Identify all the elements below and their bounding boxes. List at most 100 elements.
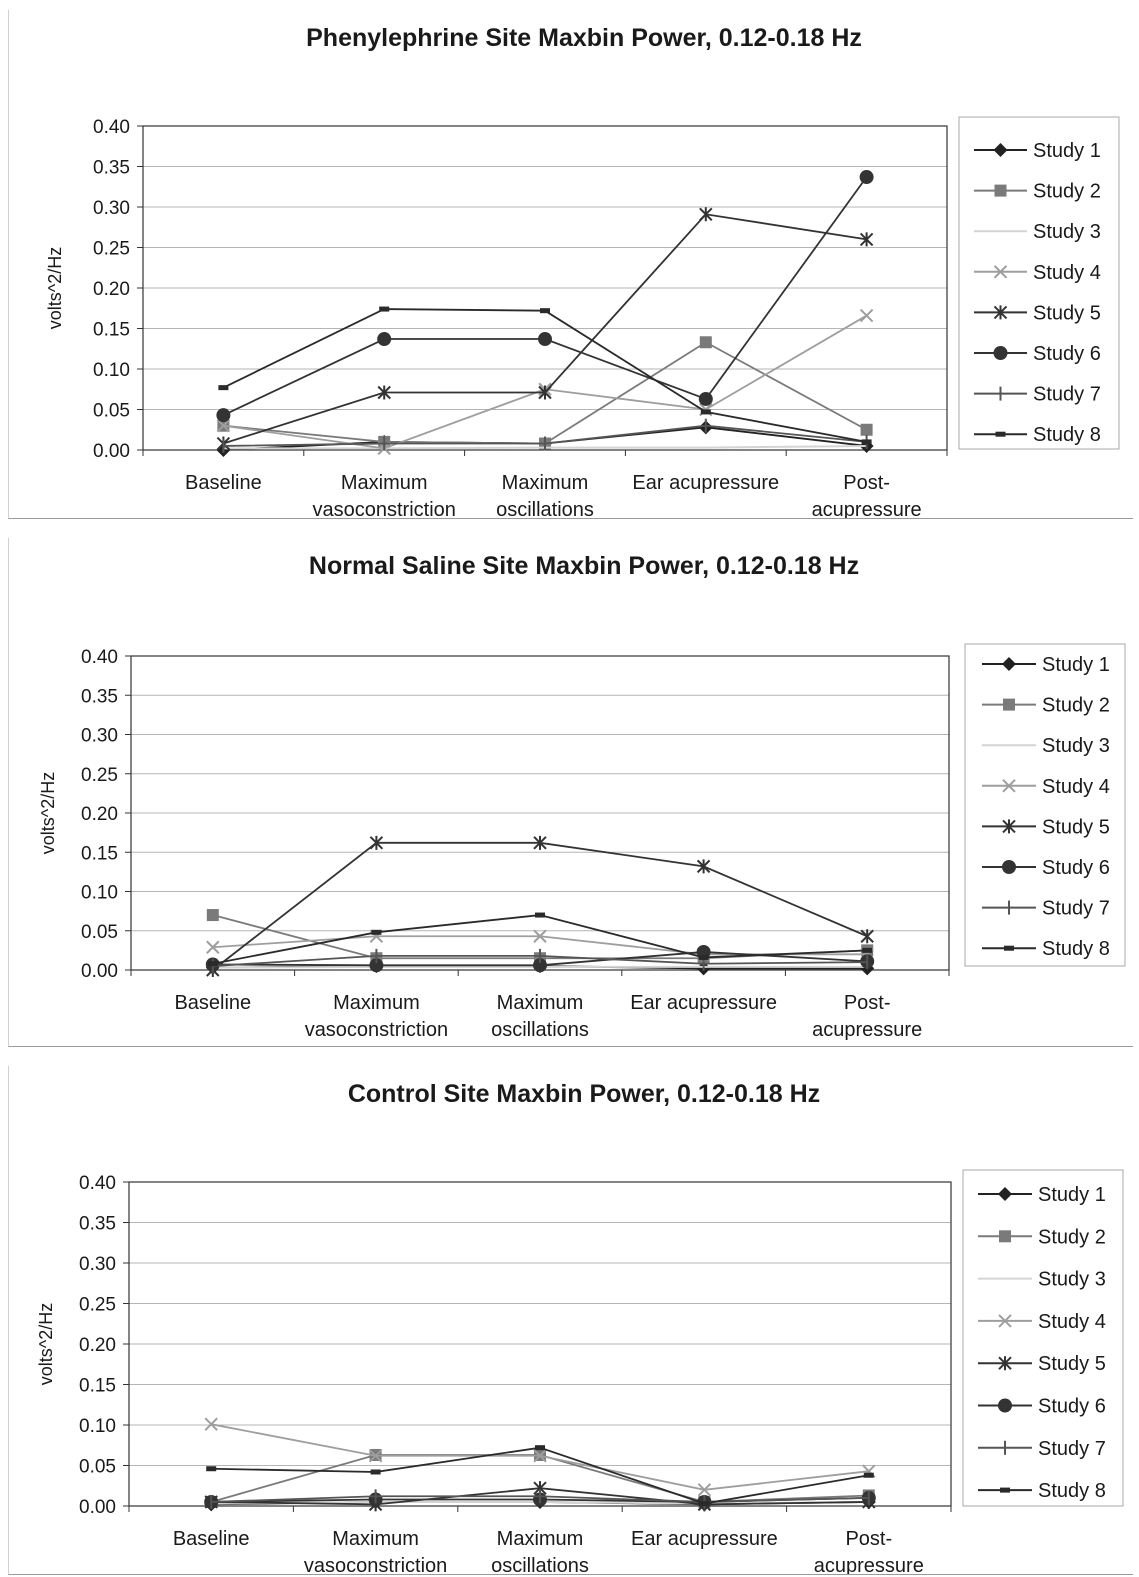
- y-tick-label: 0.40: [81, 647, 118, 668]
- series-4-point: [533, 929, 547, 943]
- series-8-point: [207, 961, 218, 967]
- x-tick-label: Baseline: [185, 472, 262, 494]
- series-8-point: [535, 912, 545, 918]
- legend-marker: [993, 305, 1008, 320]
- series-8-point: [218, 385, 229, 391]
- series-8-point: [540, 308, 550, 314]
- legend-label: Study 7: [1033, 384, 1101, 406]
- legend-entry-6: Study 6: [974, 343, 1101, 365]
- chart-panel-control: Control Site Maxbin Power, 0.12-0.18 Hz 0…: [8, 1066, 1133, 1575]
- x-tick-label: Maximum: [497, 1528, 584, 1550]
- x-tick-label: Ear acupressure: [630, 992, 777, 1014]
- x-tick-label: Post-: [843, 472, 890, 494]
- chart-phenylephrine: Phenylephrine Site Maxbin Power, 0.12-0.…: [45, 24, 1120, 518]
- series-8-point: [698, 954, 709, 960]
- legend-label: Study 5: [1033, 302, 1101, 324]
- series-8-point: [206, 1466, 217, 1472]
- series-5-point: [538, 385, 552, 400]
- y-tick-label: 0.20: [81, 804, 118, 825]
- legend-entry-4: Study 4: [978, 1311, 1106, 1333]
- series-8-point: [863, 1472, 874, 1478]
- legend-marker: [995, 431, 1006, 437]
- series-8-point: [699, 1501, 710, 1507]
- legend-entry-8: Study 8: [974, 424, 1101, 446]
- y-tick-label: 0.05: [81, 922, 118, 943]
- legend-entry-4: Study 4: [982, 776, 1110, 798]
- y-tick-label: 0.10: [79, 1416, 116, 1437]
- legend-entry-8: Study 8: [978, 1480, 1106, 1502]
- y-tick-label: 0.40: [93, 117, 130, 138]
- series-6-point: [538, 332, 552, 347]
- legend-entry-6: Study 6: [978, 1396, 1106, 1418]
- x-tick-label: Ear acupressure: [632, 472, 779, 494]
- series-5-point: [860, 929, 874, 944]
- series-4-point: [216, 418, 231, 433]
- series-8-point: [700, 409, 711, 415]
- y-tick-label: 0.10: [81, 883, 118, 904]
- legend-marker: [993, 265, 1008, 279]
- legend-marker: [998, 1187, 1012, 1201]
- x-tick-label: Maximum: [502, 472, 589, 494]
- x-tick-label: vasoconstriction: [305, 1019, 448, 1041]
- legend-label: Study 2: [1038, 1226, 1106, 1248]
- series-6-point: [216, 408, 231, 423]
- legend-marker: [998, 1398, 1012, 1413]
- series-6-point: [377, 332, 392, 347]
- series-5-point: [699, 207, 713, 222]
- legend-label: Study 3: [1033, 221, 1101, 243]
- legend-label: Study 2: [1042, 695, 1110, 717]
- x-tick-label: acupressure: [812, 1019, 922, 1041]
- series-8-point: [379, 306, 390, 312]
- legend-label: Study 4: [1042, 776, 1110, 798]
- legend-label: Study 3: [1042, 735, 1110, 757]
- series-8-point: [535, 1445, 545, 1451]
- y-tick-label: 0.00: [93, 441, 130, 462]
- legend-entry-7: Study 7: [978, 1438, 1106, 1460]
- y-axis-label: volts^2/Hz: [45, 247, 65, 329]
- legend-entry-5: Study 5: [974, 302, 1101, 324]
- y-tick-label: 0.30: [79, 1254, 116, 1275]
- legend-marker: [994, 184, 1007, 197]
- series-5-point: [369, 835, 384, 850]
- legend-label: Study 5: [1042, 816, 1110, 838]
- x-tick-label: acupressure: [812, 499, 922, 518]
- legend-marker: [993, 143, 1008, 157]
- series-5-point: [377, 385, 391, 400]
- legend-label: Study 2: [1033, 181, 1101, 203]
- series-5-point: [859, 232, 874, 247]
- series-6-point: [859, 170, 874, 185]
- chart-panel-phenylephrine: Phenylephrine Site Maxbin Power, 0.12-0.…: [8, 10, 1133, 519]
- legend-entry-3: Study 3: [978, 1269, 1106, 1291]
- legend-marker: [1002, 779, 1016, 793]
- series-8-point: [862, 947, 873, 953]
- series-2-point: [699, 336, 712, 349]
- x-tick-label: Maximum: [341, 472, 428, 494]
- legend-entry-6: Study 6: [982, 857, 1110, 879]
- y-tick-label: 0.10: [93, 360, 130, 381]
- series-7: [210, 1489, 870, 1509]
- y-tick-label: 0.15: [79, 1376, 116, 1397]
- y-tick-label: 0.30: [93, 198, 130, 219]
- series-4-point: [204, 1417, 218, 1431]
- y-axis-label: volts^2/Hz: [36, 1303, 56, 1385]
- legend-marker: [993, 346, 1008, 360]
- legend-label: Study 6: [1038, 1396, 1106, 1418]
- x-tick-label: Baseline: [174, 992, 251, 1014]
- x-tick-label: acupressure: [814, 1555, 924, 1574]
- legend-label: Study 8: [1042, 938, 1110, 960]
- x-tick-label: Post-: [844, 992, 891, 1014]
- legend-entry-8: Study 8: [982, 938, 1110, 960]
- legend-label: Study 7: [1038, 1438, 1106, 1460]
- y-tick-label: 0.25: [93, 239, 130, 260]
- series-6-point: [369, 958, 384, 973]
- legend-entry-3: Study 3: [974, 221, 1101, 243]
- chart-title: Control Site Maxbin Power, 0.12-0.18 Hz: [348, 1080, 820, 1108]
- series-8: [206, 1445, 874, 1507]
- y-tick-label: 0.35: [79, 1214, 116, 1235]
- series-8-point: [371, 929, 382, 935]
- legend-label: Study 3: [1038, 1269, 1106, 1291]
- series-4-point: [859, 308, 874, 323]
- legend-marker: [998, 1314, 1012, 1328]
- legend-entry-4: Study 4: [974, 262, 1101, 284]
- legend-marker: [1002, 819, 1016, 834]
